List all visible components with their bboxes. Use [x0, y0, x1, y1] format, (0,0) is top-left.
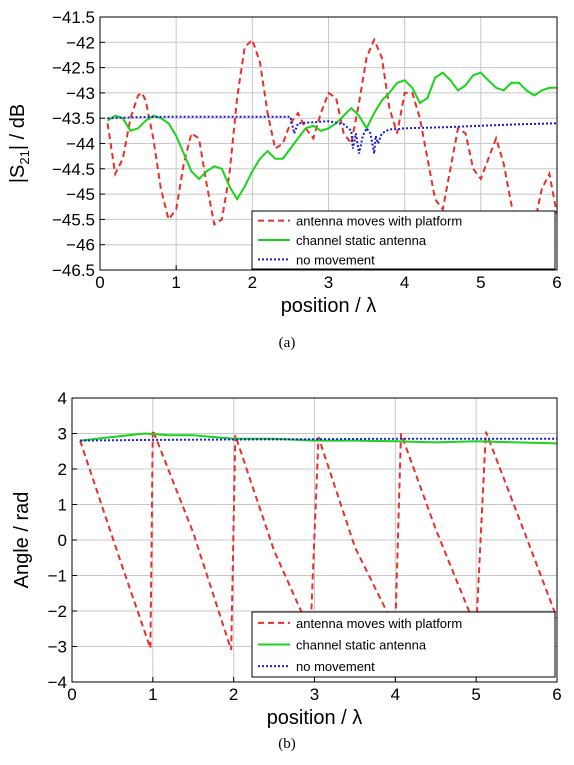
- series-line-0: [106, 37, 557, 247]
- y-tick-label: −46.5: [52, 261, 95, 280]
- y-tick-label: −41.5: [52, 8, 95, 27]
- series-line-0: [79, 429, 557, 651]
- x-tick-label: 1: [171, 273, 180, 292]
- y-axis-label: |S21| / dB: [7, 104, 32, 183]
- legend-box: [251, 210, 556, 270]
- y-tick-label: 3: [58, 425, 67, 444]
- x-tick-label: 2: [248, 273, 257, 292]
- y-tick-label: 2: [58, 460, 67, 479]
- series-line-1: [107, 71, 557, 202]
- figure-caption: (b): [278, 736, 296, 752]
- x-tick-label: 3: [324, 273, 333, 292]
- legend-label: antenna moves with platform: [296, 616, 462, 631]
- y-tick-label: −45.5: [52, 210, 95, 229]
- y-tick-label: −43.5: [52, 109, 95, 128]
- x-tick-label: 4: [391, 685, 400, 704]
- x-tick-label: 6: [552, 273, 561, 292]
- legend-box: [251, 611, 556, 678]
- y-tick-label: −43: [66, 84, 95, 103]
- chart-b: 0 1 2 3 4 5 6 4 3 2 1 0 −1 −2 −3 −4 position / λ Angle / …: [11, 389, 562, 752]
- legend: antenna moves with platform channel stati…: [251, 210, 556, 270]
- y-tick-label: −3: [48, 638, 67, 657]
- legend-label: no movement: [296, 252, 375, 267]
- series-line-2: [80, 437, 557, 442]
- y-axis-label: Angle / rad: [11, 492, 33, 589]
- x-axis-label: position / λ: [281, 295, 377, 317]
- x-tick-label: 5: [471, 685, 480, 704]
- y-tick-label: −1: [48, 567, 67, 586]
- y-tick-label: 1: [58, 496, 67, 515]
- x-tick-label: 1: [148, 685, 157, 704]
- x-tick-label: 2: [229, 685, 238, 704]
- y-tick-label: −42.5: [52, 59, 95, 78]
- y-tick-label: −4: [48, 673, 67, 692]
- y-tick-label: −46: [66, 236, 95, 255]
- chart-a: 0 1 2 3 4 5 6 −41.5 −42 −42.5 −43 −43.5 −44 −44.5 −45 −…: [7, 8, 562, 351]
- x-tick-label: 3: [310, 685, 319, 704]
- y-tick-label: −2: [48, 602, 67, 621]
- x-tick-label: 0: [95, 273, 104, 292]
- x-tick-label: 4: [400, 273, 409, 292]
- legend-label: channel static antenna: [296, 233, 427, 248]
- x-axis-label: position / λ: [267, 707, 363, 729]
- series-line-2: [107, 115, 557, 154]
- x-tick-label: 6: [552, 685, 561, 704]
- x-tick-label: 0: [67, 685, 76, 704]
- y-tick-label: −44.5: [52, 160, 95, 179]
- legend-label: no movement: [296, 659, 375, 674]
- y-tick-label: −45: [66, 185, 95, 204]
- y-tick-label: −44: [66, 135, 95, 154]
- series-line-1: [79, 432, 557, 445]
- legend-label: channel static antenna: [296, 638, 427, 653]
- y-tick-label: 0: [58, 531, 67, 550]
- y-tick-label: −42: [66, 33, 95, 52]
- figure-caption: (a): [279, 335, 296, 351]
- legend: antenna moves with platform channel stati…: [251, 611, 556, 678]
- y-tick-label: 4: [58, 389, 67, 408]
- legend-label: antenna moves with platform: [296, 214, 462, 229]
- x-tick-label: 5: [476, 273, 485, 292]
